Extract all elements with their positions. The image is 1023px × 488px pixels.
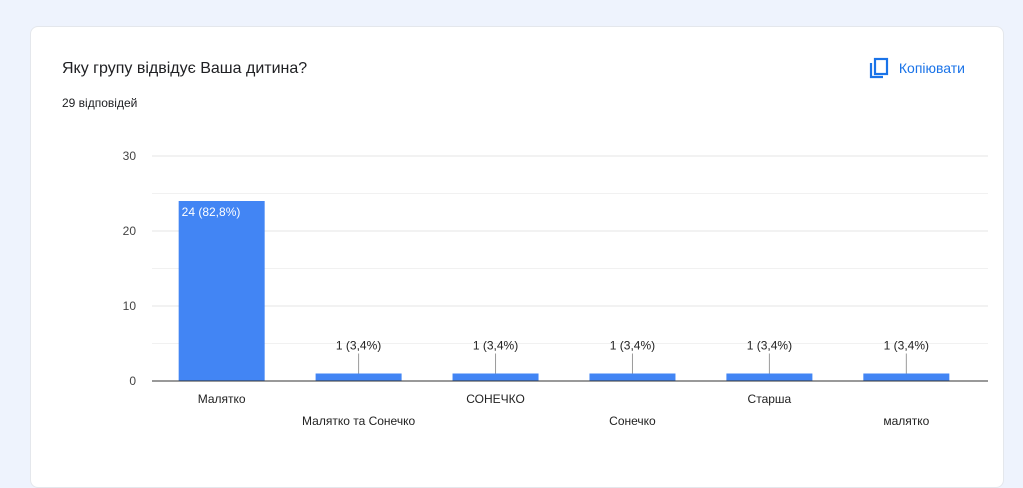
bar <box>589 373 676 381</box>
y-tick-label: 10 <box>123 299 137 313</box>
x-category-label: Малятко <box>198 392 246 406</box>
bar <box>452 373 539 381</box>
x-category-label: СОНЕЧКО <box>466 392 525 406</box>
response-count: 29 відповідей <box>62 96 138 110</box>
data-label: 1 (3,4%) <box>336 339 381 353</box>
x-category-label: Сонечко <box>609 414 656 428</box>
data-label: 1 (3,4%) <box>473 339 518 353</box>
data-label: 1 (3,4%) <box>884 339 929 353</box>
bar <box>315 373 402 381</box>
bar <box>863 373 950 381</box>
copy-button[interactable]: Копіювати <box>863 53 971 83</box>
x-category-label: малятко <box>883 414 929 428</box>
copy-icon <box>869 57 889 79</box>
data-label: 1 (3,4%) <box>610 339 655 353</box>
x-category-label: Старша <box>748 392 792 406</box>
y-tick-label: 0 <box>129 374 136 388</box>
x-category-label: Малятко та Сонечко <box>302 414 415 428</box>
data-label: 24 (82,8%) <box>182 205 241 219</box>
bar <box>726 373 813 381</box>
bar <box>178 201 265 381</box>
bar-chart: 0 10 20 30 24 (82,8%) Малятко 1 (3,4%) Малятко … <box>123 149 988 428</box>
y-tick-label: 20 <box>123 224 137 238</box>
y-tick-label: 30 <box>123 149 137 163</box>
copy-button-label: Копіювати <box>898 60 965 76</box>
data-label: 1 (3,4%) <box>747 339 792 353</box>
question-title: Яку групу відвідує Ваша дитина? <box>62 60 308 77</box>
